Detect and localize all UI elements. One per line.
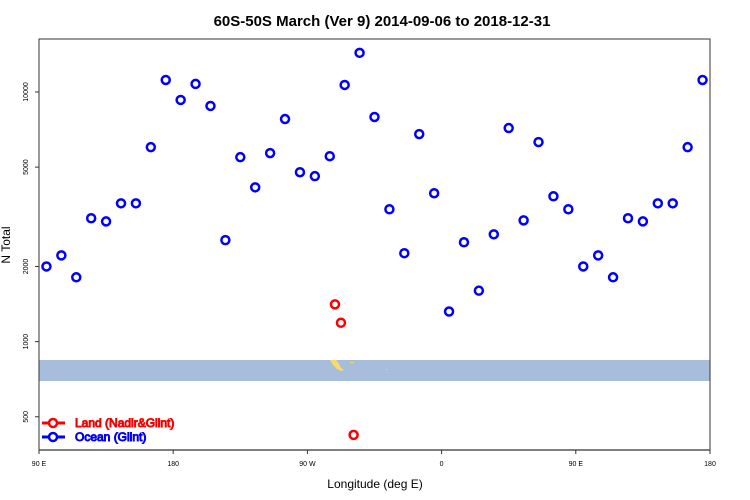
ocean-point <box>324 150 336 162</box>
legend-label-ocean: Ocean (Glint) <box>75 430 146 444</box>
ocean-point <box>175 94 186 106</box>
map-strip <box>39 360 710 381</box>
ocean-point <box>279 113 291 125</box>
ocean-point <box>160 74 171 86</box>
x-tick-label: 0 <box>440 461 444 468</box>
points <box>41 47 708 441</box>
ocean-point <box>384 204 395 215</box>
ocean-point <box>637 216 649 227</box>
map-land-island <box>386 369 387 370</box>
x-axis: 90 E 180 90 W 0 90 E 180 <box>32 449 716 468</box>
legend-marker-ocean <box>47 431 59 443</box>
ocean-point <box>85 213 97 224</box>
ocean-point <box>190 78 201 90</box>
ocean-point <box>249 182 261 193</box>
ocean-point <box>667 198 678 209</box>
ocean-point <box>369 111 380 123</box>
ocean-point <box>130 198 142 209</box>
x-tick-label: 90 W <box>299 461 316 468</box>
ocean-point <box>294 166 306 178</box>
plot-frame <box>38 38 711 451</box>
y-tick-label: 500 <box>23 411 30 423</box>
x-tick-label: 90 E <box>32 461 47 468</box>
x-tick-label: 180 <box>704 461 716 468</box>
ocean-point <box>697 74 708 86</box>
map-land-islands <box>350 362 354 363</box>
legend: Land (Nadir&Glint) Ocean (Glint) <box>42 416 175 445</box>
y-axis: 500 1000 2000 5000 10000 <box>23 39 40 450</box>
ocean-point <box>682 141 693 153</box>
ocean-point <box>503 122 514 134</box>
legend-label-land: Land (Nadir&Glint) <box>75 416 174 430</box>
ocean-point <box>413 128 425 140</box>
ocean-point <box>115 198 127 209</box>
y-tick-label: 5000 <box>23 159 30 175</box>
y-tick-label: 10000 <box>23 82 30 102</box>
land-point <box>348 429 359 441</box>
ocean-point <box>71 272 82 283</box>
ocean-point <box>607 272 619 283</box>
ocean-point <box>488 229 500 240</box>
ocean-point <box>56 250 67 261</box>
x-tick-label: 180 <box>167 461 179 468</box>
land-point <box>329 299 341 310</box>
land-point <box>335 317 347 329</box>
chart-title: 60S-50S March (Ver 9) 2014-09-06 to 2018… <box>214 13 551 30</box>
legend-marker-land <box>47 417 59 429</box>
map-land-south-america <box>330 360 344 371</box>
ocean-point <box>652 198 664 209</box>
ocean-point <box>264 147 276 159</box>
y-tick-label: 1000 <box>23 334 30 350</box>
ocean-point <box>592 250 604 261</box>
ocean-point <box>309 170 321 182</box>
ocean-point <box>354 47 365 59</box>
ocean-point <box>578 261 589 272</box>
ocean-point <box>473 285 485 296</box>
x-axis-label: Longitude (deg E) <box>327 477 422 491</box>
ocean-point <box>235 151 246 163</box>
ocean-point <box>145 141 157 153</box>
ocean-point <box>205 100 216 112</box>
ocean-point <box>533 136 544 148</box>
map-ocean <box>39 360 710 381</box>
ocean-point <box>548 191 559 202</box>
x-tick-label: 90 E <box>569 461 584 468</box>
ocean-point <box>443 306 455 317</box>
ocean-point <box>428 187 440 199</box>
y-axis-label: N Total <box>0 226 13 263</box>
ocean-point <box>220 234 231 246</box>
ocean-point <box>399 247 410 259</box>
y-tick-label: 2000 <box>23 259 30 275</box>
ocean-point <box>100 216 112 227</box>
ocean-point <box>622 213 634 224</box>
ocean-point <box>563 204 574 215</box>
ocean-point <box>339 79 350 91</box>
ocean-point <box>518 215 529 226</box>
ocean-point <box>41 261 52 272</box>
ocean-point <box>458 237 470 248</box>
